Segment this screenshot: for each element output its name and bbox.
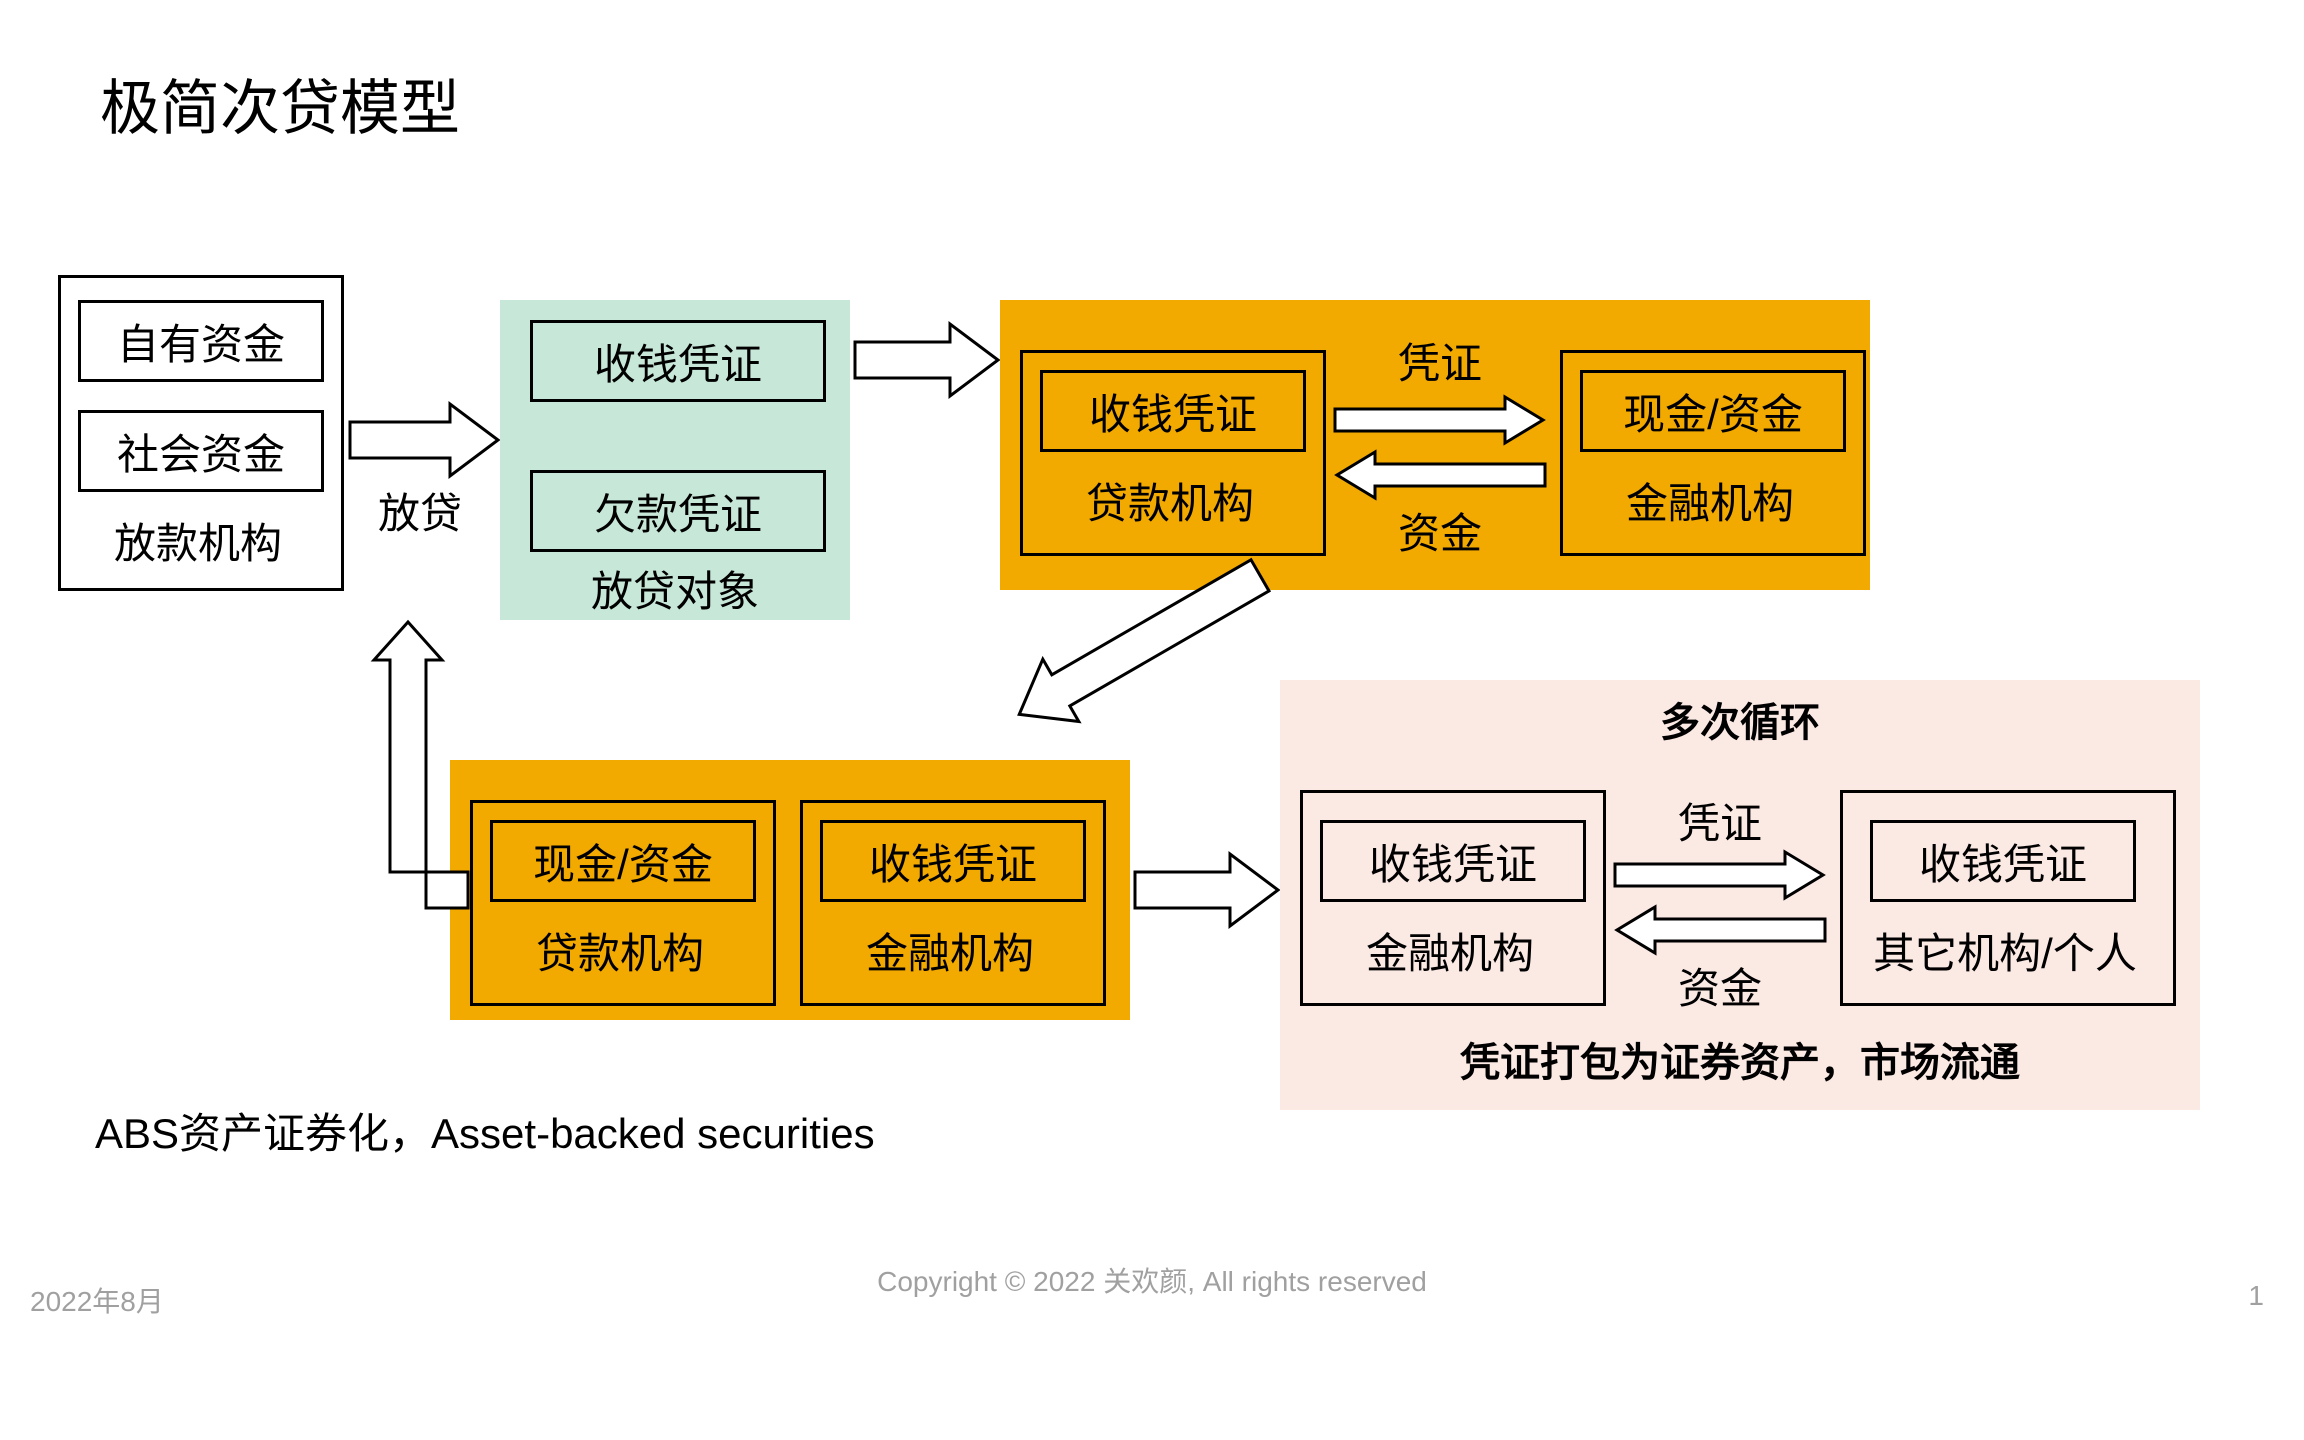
- borrower-sub-receipt: 收钱凭证: [530, 320, 826, 402]
- exchange1-left-label: 贷款机构: [1020, 470, 1320, 531]
- exchange1-right-sub-label: 现金/资金: [1623, 381, 1803, 442]
- exchange1-left-sub-label: 收钱凭证: [1089, 381, 1257, 442]
- arrow-lend-label: 放贷: [350, 480, 490, 541]
- exchange1-arrow-left: [1335, 450, 1545, 500]
- cycle-arrow-right: [1615, 850, 1825, 900]
- arrow-lend: [350, 400, 500, 480]
- arrow-to-exchange1: [855, 320, 1000, 400]
- cycle-arrow-left: [1615, 905, 1825, 955]
- page-title: 极简次贷模型: [100, 60, 460, 147]
- borrower-sub-receipt-label: 收钱凭证: [594, 331, 762, 392]
- lender-sub-own-funds: 自有资金: [78, 300, 324, 382]
- exchange1-right-label: 金融机构: [1560, 470, 1860, 531]
- cycle-bottom-label: 资金: [1620, 955, 1820, 1016]
- exchange2-right-sub-label: 收钱凭证: [869, 831, 1037, 892]
- borrower-block-label: 放贷对象: [500, 558, 850, 619]
- exchange1-left-sub: 收钱凭证: [1040, 370, 1306, 452]
- cycle-left-sub-label: 收钱凭证: [1369, 831, 1537, 892]
- cycle-left-sub: 收钱凭证: [1320, 820, 1586, 902]
- cycle-left-label: 金融机构: [1300, 920, 1600, 981]
- borrower-sub-debt-label: 欠款凭证: [594, 481, 762, 542]
- cycle-caption: 凭证打包为证券资产，市场流通: [1280, 1030, 2200, 1088]
- exchange2-right-label: 金融机构: [800, 920, 1100, 981]
- cycle-right-sub: 收钱凭证: [1870, 820, 2136, 902]
- lender-sub-social-funds: 社会资金: [78, 410, 324, 492]
- lender-block-label: 放款机构: [58, 510, 338, 571]
- exchange1-bottom-label: 资金: [1340, 500, 1540, 561]
- exchange2-right-sub: 收钱凭证: [820, 820, 1086, 902]
- exchange1-right-sub: 现金/资金: [1580, 370, 1846, 452]
- cycle-top-label: 凭证: [1620, 790, 1820, 851]
- lender-sub-social-funds-label: 社会资金: [117, 421, 285, 482]
- cycle-right-label: 其它机构/个人: [1840, 920, 2170, 981]
- arrow-cycle-back: [340, 620, 470, 920]
- page-number: 1: [2248, 1280, 2264, 1312]
- exchange2-left-label: 贷款机构: [470, 920, 770, 981]
- cycle-right-sub-label: 收钱凭证: [1919, 831, 2087, 892]
- exchange2-left-sub-label: 现金/资金: [533, 831, 713, 892]
- exchange1-top-label: 凭证: [1340, 330, 1540, 391]
- footer-copyright: Copyright © 2022 关欢颜, All rights reserve…: [0, 1260, 2304, 1300]
- arrow-ex2-to-cycle: [1135, 850, 1280, 930]
- lender-sub-own-funds-label: 自有资金: [117, 311, 285, 372]
- exchange1-arrow-right: [1335, 395, 1545, 445]
- cycle-title: 多次循环: [1280, 690, 2200, 748]
- arrow-ex1-to-ex2: [1000, 600, 1300, 760]
- borrower-sub-debt: 欠款凭证: [530, 470, 826, 552]
- subtitle: ABS资产证券化，Asset-backed securities: [95, 1100, 875, 1161]
- exchange2-left-sub: 现金/资金: [490, 820, 756, 902]
